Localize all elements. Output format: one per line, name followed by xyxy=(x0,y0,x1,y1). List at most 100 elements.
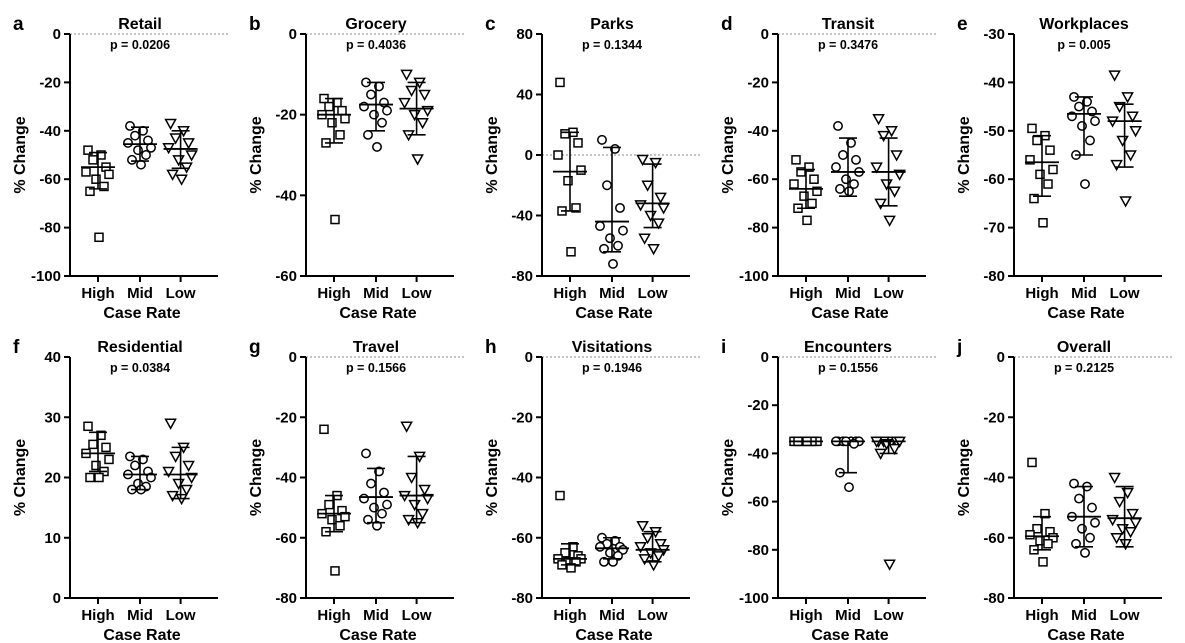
panel-title: Encounters xyxy=(804,339,892,356)
x-tick-label: High xyxy=(1025,607,1058,624)
y-tick-label: -80 xyxy=(747,542,769,559)
data-point-triangle xyxy=(638,522,648,531)
x-tick-label: Mid xyxy=(127,285,153,302)
x-tick-label: High xyxy=(1025,285,1058,302)
data-point-circle xyxy=(1078,122,1086,130)
y-axis-label: % Change xyxy=(720,439,737,516)
data-point-triangle xyxy=(418,119,428,128)
y-tick-label: -40 xyxy=(275,187,297,204)
p-value-label: p = 0.4036 xyxy=(346,38,406,52)
x-tick-label: High xyxy=(317,285,350,302)
panel-title: Workplaces xyxy=(1039,16,1129,33)
data-point-triangle xyxy=(177,175,187,184)
panel-a: a Retail p = 0.0206 0 -20 -40 -60 -80 -100 High Mi… xyxy=(12,14,230,322)
data-point-circle xyxy=(124,139,132,147)
data-point-square xyxy=(1036,537,1044,545)
x-axis-label: Case Rate xyxy=(811,627,888,643)
x-axis-label: Case Rate xyxy=(103,627,180,643)
x-axis-label: Case Rate xyxy=(1047,305,1124,322)
panel-b: b Groceryp = 0.40360-20-40-60High Mid LowCa… xyxy=(248,14,466,322)
y-tick-label: -100 xyxy=(31,268,61,285)
data-point-triangle xyxy=(890,187,900,196)
y-axis-label: % Change xyxy=(484,439,501,516)
data-point-triangle xyxy=(1123,93,1133,102)
data-point-triangle xyxy=(643,181,653,190)
data-point-circle xyxy=(367,479,375,487)
y-tick-label: -60 xyxy=(275,530,297,547)
y-tick-label: 0 xyxy=(761,349,769,366)
data-point-square xyxy=(1026,531,1034,539)
data-point-circle xyxy=(370,110,378,118)
y-tick-label: 0 xyxy=(289,349,297,366)
x-tick-label: Low xyxy=(1110,285,1140,302)
data-point-square xyxy=(1044,540,1052,548)
y-tick-label: -40 xyxy=(39,123,61,140)
data-point-circle xyxy=(367,90,375,98)
y-tick-label: -60 xyxy=(39,171,61,188)
panel-title: Parks xyxy=(590,16,634,33)
y-tick-label: -20 xyxy=(511,409,533,426)
data-point-circle xyxy=(616,204,624,212)
data-point-square xyxy=(1039,558,1047,566)
data-point-triangle xyxy=(407,86,417,95)
data-point-circle xyxy=(1075,494,1083,502)
data-point-triangle xyxy=(890,445,900,454)
data-point-circle xyxy=(131,461,139,469)
data-point-square xyxy=(105,170,113,178)
p-value-label: p = 0.005 xyxy=(1057,38,1110,52)
p-value-label: p = 0.1556 xyxy=(818,361,878,375)
y-tick-label: -20 xyxy=(747,397,769,414)
data-point-square xyxy=(567,248,575,256)
x-tick-label: High xyxy=(553,607,586,624)
x-tick-label: High xyxy=(553,285,586,302)
data-point-square xyxy=(1049,166,1057,174)
data-point-triangle xyxy=(1126,151,1136,160)
y-tick-label: 0 xyxy=(525,147,533,164)
y-tick-label: -20 xyxy=(39,74,61,91)
data-point-square xyxy=(95,233,103,241)
y-tick-label: 0 xyxy=(289,26,297,43)
y-axis-label: % Change xyxy=(720,116,737,193)
y-tick-label: 20 xyxy=(44,470,61,487)
data-point-square xyxy=(556,78,564,86)
x-axis-label: Case Rate xyxy=(1047,627,1124,643)
data-point-circle xyxy=(378,119,386,127)
p-value-label: p = 0.0384 xyxy=(110,361,170,375)
data-point-circle xyxy=(834,122,842,130)
data-point-circle xyxy=(134,146,142,154)
data-point-triangle xyxy=(659,204,669,213)
data-point-circle xyxy=(362,449,370,457)
data-point-square xyxy=(1028,458,1036,466)
data-point-circle xyxy=(131,131,139,139)
x-axis-label: Case Rate xyxy=(811,305,888,322)
data-point-triangle xyxy=(171,452,181,461)
p-value-label: p = 0.1946 xyxy=(582,361,642,375)
y-tick-label: -30 xyxy=(983,26,1005,43)
y-axis-label: % Change xyxy=(12,439,29,516)
data-point-triangle xyxy=(654,219,664,228)
x-tick-label: Low xyxy=(402,607,432,624)
data-point-triangle xyxy=(1108,516,1118,525)
data-point-square xyxy=(331,216,339,224)
panel-letter: f xyxy=(13,337,20,358)
panel-title: Grocery xyxy=(345,16,406,33)
panel-title: Travel xyxy=(353,339,399,356)
y-tick-label: 40 xyxy=(516,87,533,104)
data-point-circle xyxy=(383,106,391,114)
data-point-circle xyxy=(380,488,388,496)
data-point-circle xyxy=(1078,525,1086,533)
p-value-label: p = 0.2125 xyxy=(1054,361,1114,375)
x-tick-label: High xyxy=(81,607,114,624)
data-point-triangle xyxy=(885,216,895,225)
x-tick-label: Mid xyxy=(1071,285,1097,302)
y-tick-label: 0 xyxy=(53,590,61,607)
data-point-triangle xyxy=(649,245,659,254)
x-tick-label: High xyxy=(789,285,822,302)
x-axis-label: Case Rate xyxy=(575,627,652,643)
data-point-circle xyxy=(614,242,622,250)
y-tick-label: -20 xyxy=(747,74,769,91)
y-axis-label: % Change xyxy=(248,439,265,516)
data-point-circle xyxy=(383,500,391,508)
panel-title: Residential xyxy=(97,339,182,356)
